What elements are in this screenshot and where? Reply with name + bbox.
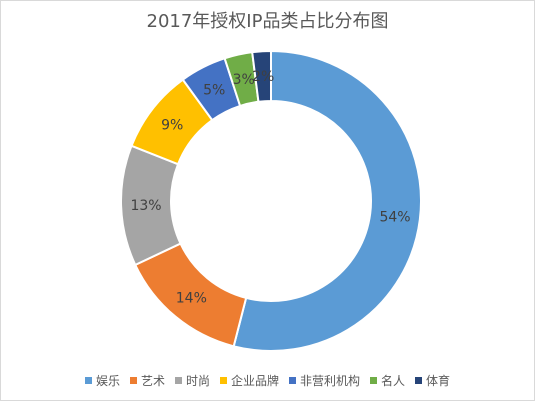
legend-label: 体育 (426, 374, 451, 388)
legend-item-1: 艺术 (129, 372, 165, 389)
legend-item-6: 体育 (415, 372, 450, 389)
slice-label-4: 5% (203, 83, 225, 99)
slice-label-2: 13% (130, 198, 161, 214)
slice-label-1: 14% (176, 290, 207, 306)
legend-swatch (129, 377, 137, 384)
legend-label: 时尚 (185, 374, 210, 388)
legend-swatch (84, 377, 92, 384)
slice-label-6: 2% (252, 69, 274, 85)
legend-item-2: 时尚 (174, 372, 210, 389)
legend-swatch (174, 377, 182, 384)
legend-item-0: 娱乐 (84, 372, 120, 389)
legend-swatch (370, 377, 378, 384)
legend-item-3: 企业品牌 (219, 372, 279, 389)
chart-title: 2017年授权IP品类占比分布图 (146, 11, 389, 32)
legend-label: 艺术 (140, 374, 165, 388)
slice-6 (251, 49, 272, 103)
legend-swatch (415, 377, 423, 384)
legend-label: 名人 (381, 374, 406, 388)
legend-item-4: 非营利机构 (289, 372, 360, 389)
slice-0 (232, 49, 422, 352)
slice-label-3: 9% (161, 117, 183, 133)
legend-item-5: 名人 (370, 372, 405, 389)
chart-legend: 娱乐 艺术 时尚 企业品牌 非营利机构 名人 体育 (1, 372, 534, 389)
legend-swatch (219, 377, 227, 384)
slice-label-0: 54% (379, 210, 410, 226)
legend-label: 企业品牌 (230, 374, 279, 388)
legend-label: 娱乐 (95, 374, 120, 388)
legend-label: 非营利机构 (300, 374, 361, 388)
legend-swatch (289, 377, 296, 384)
slice-label-5: 3% (233, 72, 255, 88)
